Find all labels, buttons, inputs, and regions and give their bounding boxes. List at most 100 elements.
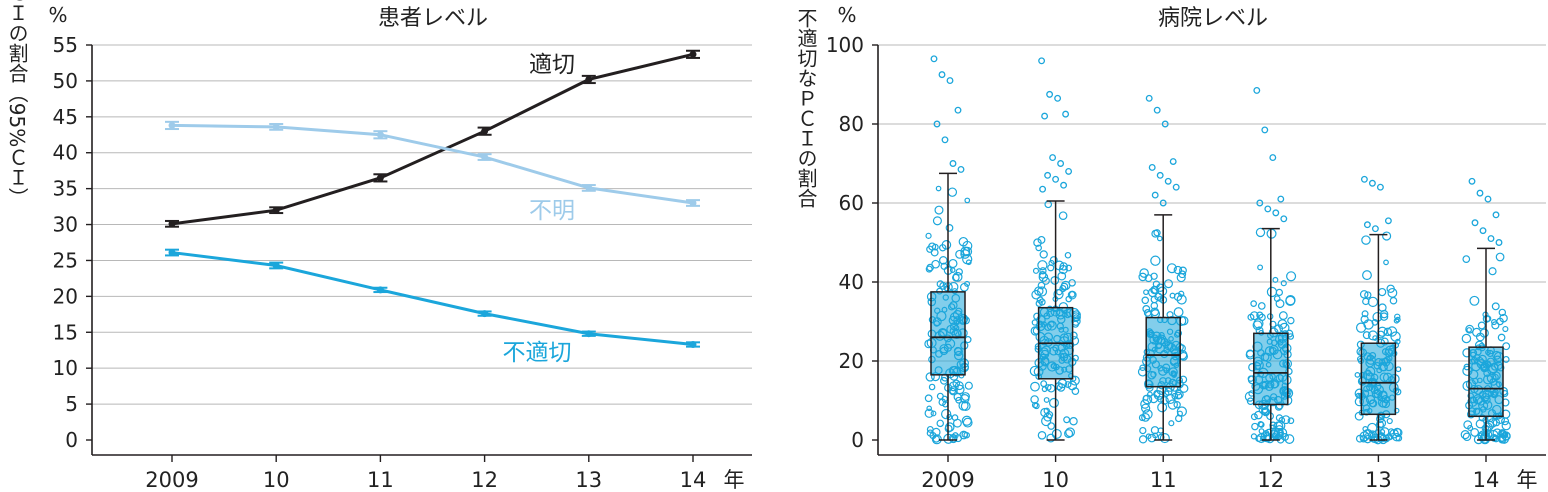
hospital-point	[1462, 432, 1472, 442]
left-y-tick-label: 40	[53, 141, 78, 165]
right-x-tick-label: 12	[1257, 468, 1284, 492]
hospital-point	[1176, 294, 1187, 305]
outlier-point	[1376, 183, 1384, 191]
hospital-point	[1164, 279, 1173, 289]
hospital-point	[1266, 286, 1278, 298]
data-point	[168, 121, 176, 129]
hospital-point	[1040, 380, 1048, 388]
data-point	[585, 330, 593, 338]
hospital-point	[1395, 366, 1402, 373]
hospital-point	[1179, 316, 1189, 326]
right-x-unit: 年	[1517, 468, 1538, 492]
hospital-point	[1275, 425, 1284, 434]
hospital-point	[1067, 380, 1078, 391]
hospital-point	[1050, 276, 1060, 285]
hospital-point	[948, 386, 958, 396]
hospital-point	[958, 400, 969, 411]
outlier-point	[1492, 211, 1500, 219]
hospital-point	[1152, 280, 1161, 288]
hospital-point	[1151, 229, 1160, 238]
hospital-point	[1037, 431, 1047, 440]
hospital-point	[952, 379, 961, 388]
hospital-point	[1495, 252, 1505, 262]
hospital-point	[1284, 434, 1295, 444]
left-x-tick-label: 13	[575, 468, 602, 492]
hospital-point	[1363, 319, 1374, 330]
outlier-point	[1065, 167, 1073, 175]
hospital-point	[1139, 426, 1147, 435]
box-iqr	[1145, 316, 1181, 388]
outlier-point	[1156, 171, 1164, 179]
hospital-point	[1359, 435, 1368, 443]
outlier-point	[1046, 90, 1054, 98]
right-x-ticks: 2009 10 11 12 13 14	[921, 455, 1499, 492]
hospital-point	[1173, 401, 1181, 409]
left-y-ticks: 0 5 10 15 20 25 30 35 40 45 50 55	[53, 33, 92, 452]
hospital-point	[959, 430, 969, 440]
hospital-point	[1394, 316, 1401, 323]
left-series-group	[165, 49, 700, 348]
hospital-point	[1036, 286, 1048, 297]
hospital-point	[1484, 315, 1492, 322]
hospital-point	[1498, 308, 1507, 317]
hospital-point	[1141, 412, 1150, 422]
box-iqr	[1468, 346, 1504, 418]
left-x-unit: 年	[724, 468, 745, 492]
box-iqr	[930, 291, 966, 376]
outlier-point	[1153, 106, 1161, 114]
hospital-point	[955, 396, 963, 404]
box-iqr	[1253, 332, 1289, 406]
hospital-point	[1372, 335, 1378, 341]
hospital-point	[1392, 427, 1402, 437]
hospital-point	[1361, 310, 1369, 318]
hospital-point	[1247, 313, 1255, 321]
hospital-point	[1376, 330, 1385, 339]
hospital-point	[1153, 229, 1161, 237]
right-x-tick-label: 2009	[921, 468, 974, 492]
data-point	[376, 131, 384, 139]
hospital-point	[945, 224, 954, 232]
hospital-point	[1394, 313, 1401, 320]
hospital-point	[928, 383, 936, 391]
series-label-appropriate: 適切	[529, 52, 575, 78]
hospital-point	[1039, 250, 1048, 259]
hospital-point	[1031, 319, 1039, 326]
hospital-point	[1040, 407, 1050, 418]
hospital-point	[1488, 267, 1497, 276]
hospital-point	[1043, 397, 1050, 403]
data-point	[168, 249, 176, 257]
hospital-point	[1367, 296, 1379, 308]
hospital-point	[1379, 312, 1389, 321]
left-chart-title: 患者レベル	[378, 6, 488, 31]
right-x-tick-label: 11	[1150, 468, 1177, 492]
left-y-tick-label: 30	[53, 213, 78, 237]
hospital-point	[1176, 410, 1183, 417]
hospital-point	[949, 267, 956, 273]
hospital-point	[1492, 418, 1501, 427]
hospital-point	[926, 425, 934, 433]
hospital-point	[1469, 295, 1480, 306]
outlier-point	[1041, 112, 1049, 120]
left-x-ticks: 2009 10 11 12 13 14	[145, 455, 706, 492]
outlier-point	[954, 106, 962, 114]
hospital-point	[1038, 272, 1049, 282]
outlier-point	[1269, 154, 1277, 162]
data-point	[689, 340, 697, 348]
right-outlier-points	[930, 55, 1503, 246]
data-point	[481, 310, 489, 318]
hospital-point	[925, 372, 935, 382]
hospital-point	[961, 392, 970, 401]
data-point	[168, 220, 176, 228]
hospital-point	[1275, 288, 1284, 297]
hospital-point	[1254, 410, 1263, 420]
hospital-point	[1057, 271, 1067, 281]
outlier-point	[1057, 160, 1065, 167]
left-x-tick-label: 2009	[145, 468, 198, 492]
hospital-point	[1367, 422, 1378, 434]
hospital-point	[1393, 318, 1400, 324]
hospital-point	[1173, 307, 1184, 318]
data-point	[585, 184, 593, 192]
hospital-point	[1043, 407, 1051, 415]
hospital-point	[1037, 235, 1046, 244]
hospital-point	[1278, 311, 1288, 320]
